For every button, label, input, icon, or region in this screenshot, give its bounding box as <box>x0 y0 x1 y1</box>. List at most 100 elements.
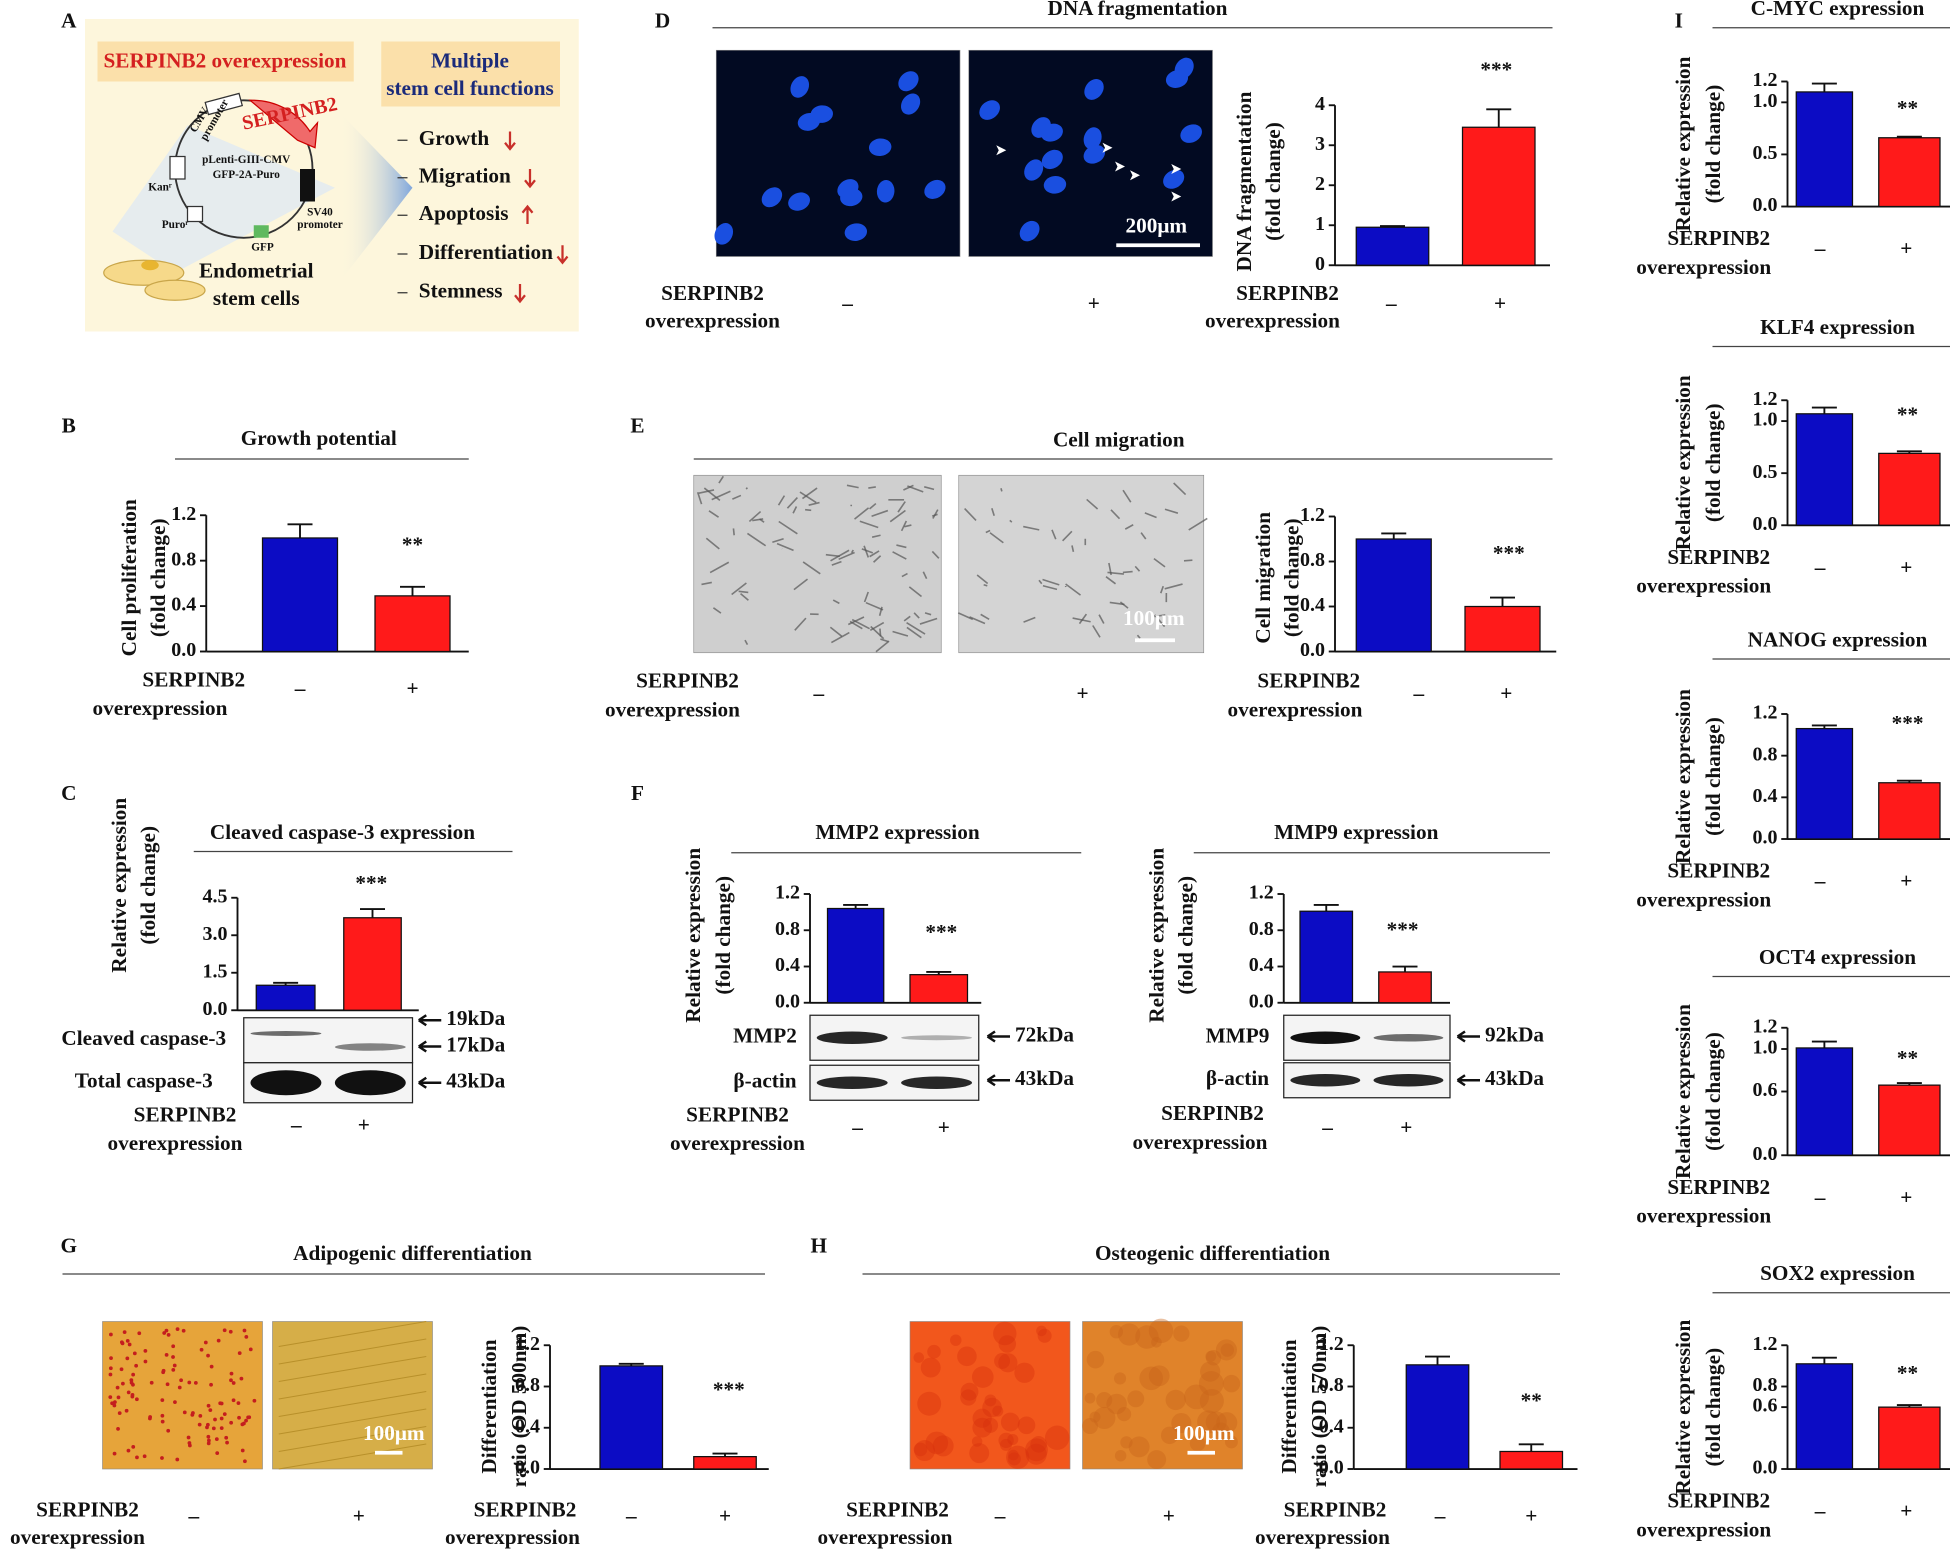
x-axis-label: SERPINB2 <box>142 667 245 691</box>
cell-streak <box>1051 529 1057 540</box>
significance-label: *** <box>713 1377 745 1401</box>
cell-streak <box>772 537 784 544</box>
lipid-dot <box>239 1376 244 1381</box>
y-tick-label: 0.0 <box>1249 990 1274 1012</box>
stain-blot <box>982 1417 999 1433</box>
cell-streak <box>969 616 986 625</box>
cell-streak <box>878 606 883 616</box>
cell-streak <box>701 581 712 586</box>
nucleus <box>1165 70 1189 88</box>
bar <box>1299 910 1354 1004</box>
cell-streak <box>1188 517 1208 531</box>
marker-label: 43kDa <box>1485 1066 1544 1090</box>
cell-streak <box>748 510 762 523</box>
cell-streak <box>932 509 939 519</box>
lipid-dot <box>187 1380 192 1385</box>
stain-blot <box>1127 1390 1145 1408</box>
y-tick-label: 1.0 <box>1753 90 1778 112</box>
lipid-dot <box>108 1366 113 1371</box>
nucleus <box>844 223 868 241</box>
x-axis-label: overexpression <box>445 1525 580 1549</box>
stain-blot <box>1220 1343 1235 1357</box>
y-axis-label: (fold change) <box>1701 1032 1725 1151</box>
lipid-dot <box>203 1340 208 1345</box>
band <box>334 1043 406 1051</box>
cell-streak <box>880 638 889 643</box>
construct-bg <box>97 41 354 82</box>
y-axis-label: Relative expression <box>107 798 131 973</box>
functions-title: stem cell functions <box>386 76 554 100</box>
bar <box>599 1365 664 1470</box>
chart-title: DNA fragmentation <box>1047 0 1227 20</box>
stain-blot <box>914 1440 936 1462</box>
function-item: Growth <box>419 126 490 150</box>
cell-streak <box>865 601 884 611</box>
cell-streak <box>802 561 821 575</box>
zoom-cone <box>112 125 335 273</box>
stain-blot <box>1128 1436 1150 1458</box>
y-tick-label: 0.6 <box>1753 1079 1778 1101</box>
cell-streak <box>1092 625 1101 638</box>
stain-blot <box>999 1438 1012 1451</box>
cell-streak <box>919 617 938 625</box>
cell-streak <box>847 616 865 626</box>
cell-streak <box>851 618 870 630</box>
y-tick-label: 0.0 <box>203 998 228 1020</box>
y-axis-label: Relative expression <box>1671 375 1695 550</box>
stain-blot <box>1199 1388 1224 1414</box>
y-axis-label: (fold change) <box>711 876 735 995</box>
cell-streak <box>871 534 881 538</box>
nucleus <box>1180 124 1202 143</box>
significance-label: ** <box>1897 96 1918 120</box>
cell-streak <box>1072 617 1091 623</box>
stain-blot <box>1086 1350 1105 1369</box>
category-label: + <box>1900 236 1912 260</box>
stain-blot <box>1171 1413 1192 1434</box>
stain-blot <box>957 1346 977 1367</box>
lipid-dot <box>209 1382 213 1387</box>
cell-streak <box>786 497 798 509</box>
cell-streak <box>980 613 990 620</box>
stain-blot <box>972 1408 992 1428</box>
category-label: – <box>187 1504 199 1528</box>
lipid-dot <box>175 1457 180 1462</box>
cell-edge <box>278 1426 427 1452</box>
stain-blot <box>1205 1350 1222 1366</box>
functions-bg <box>381 41 560 107</box>
lipid-dot <box>160 1398 165 1403</box>
lipid-dot <box>148 1415 152 1419</box>
nucleus <box>141 260 159 271</box>
x-axis-label: overexpression <box>1228 697 1363 721</box>
lipid-dot <box>110 1401 114 1406</box>
micrograph <box>102 1321 263 1470</box>
cell-streak <box>732 528 735 536</box>
lipid-dot <box>219 1401 224 1406</box>
stain-blot <box>1000 1412 1020 1432</box>
cell-streak <box>983 583 988 587</box>
significance-label: ** <box>1897 1361 1918 1385</box>
stain-blot <box>1037 1328 1052 1343</box>
lipid-dot <box>112 1451 117 1456</box>
lipid-dot <box>122 1330 127 1334</box>
cell-streak <box>859 520 879 529</box>
cell-streak <box>889 509 906 523</box>
cell-streak <box>922 571 928 580</box>
category-label: + <box>938 1115 950 1139</box>
x-axis-label: overexpression <box>108 1131 243 1155</box>
cell-streak <box>1023 616 1036 623</box>
y-tick-label: 0.0 <box>1300 639 1325 661</box>
lipid-dot <box>237 1351 242 1356</box>
significance-label: *** <box>1387 917 1419 941</box>
lipid-dot <box>207 1438 211 1443</box>
lipid-dot <box>142 1454 147 1459</box>
category-label: – <box>1434 1504 1446 1528</box>
cell-streak <box>989 532 1004 544</box>
stain-blot <box>998 1335 1017 1353</box>
kan-box <box>169 155 186 180</box>
cell-streak <box>1078 613 1088 625</box>
y-axis-label: Differentiation <box>1277 1339 1301 1473</box>
cell-streak <box>873 555 882 563</box>
stain-blot <box>960 1382 979 1401</box>
